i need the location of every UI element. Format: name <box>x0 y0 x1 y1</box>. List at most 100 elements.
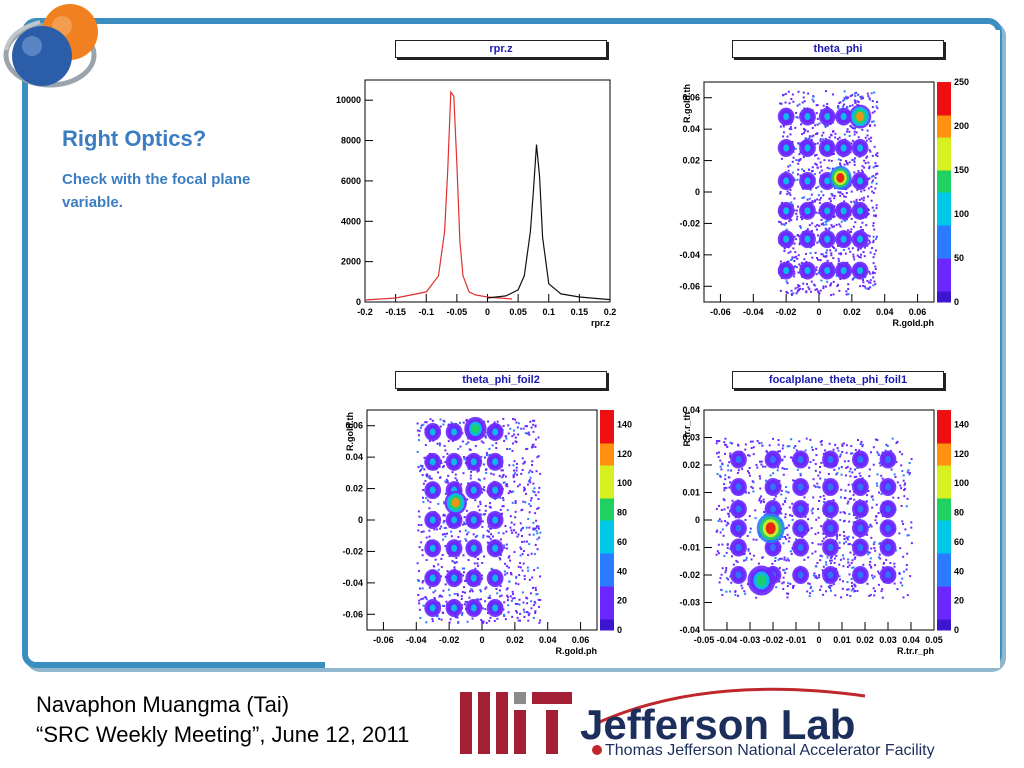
heat-cell <box>884 449 887 452</box>
heat-cell <box>878 491 881 494</box>
heat-blob <box>824 266 831 275</box>
heat-cell <box>513 529 516 532</box>
heat-cell <box>514 510 517 513</box>
heat-cell <box>871 100 874 103</box>
heat-cell <box>865 156 868 159</box>
heat-cell <box>850 577 853 580</box>
heat-cell <box>840 473 843 476</box>
heat-cell <box>460 598 463 601</box>
heat-cell <box>515 609 518 612</box>
heat-cell <box>866 279 869 282</box>
heat-cell <box>817 157 820 160</box>
heat-cell <box>519 522 522 525</box>
heat-cell <box>819 466 822 469</box>
heat-blob <box>804 112 811 121</box>
heat-cell <box>896 440 899 443</box>
palette-cell <box>937 421 951 433</box>
heat-cell <box>871 506 874 509</box>
heat-cell <box>787 540 790 543</box>
heat-cell <box>498 589 501 592</box>
heat-cell <box>904 528 907 531</box>
heat-cell <box>866 134 869 137</box>
heat-cell <box>760 442 763 445</box>
heat-cell <box>530 497 533 500</box>
heat-cell <box>860 97 863 100</box>
heat-cell <box>715 530 718 533</box>
heat-cell <box>803 258 806 261</box>
heat-cell <box>825 563 828 566</box>
heat-cell <box>849 94 852 97</box>
heat-cell <box>802 282 805 285</box>
heat-cell <box>446 480 449 483</box>
heat-cell <box>783 250 786 253</box>
heat-cell <box>480 574 483 577</box>
heat-cell <box>779 125 782 128</box>
jlab-tagline: Thomas Jefferson National Accelerator Fa… <box>605 742 935 759</box>
heat-cell <box>507 611 510 614</box>
heat-cell <box>819 559 822 562</box>
heat-cell <box>822 194 825 197</box>
heat-cell <box>831 167 834 170</box>
heat-cell <box>812 95 815 98</box>
heat-cell <box>418 515 421 518</box>
heat-cell <box>533 553 536 556</box>
heat-cell <box>481 525 484 528</box>
heat-cell <box>479 500 482 503</box>
y-tick-label: 4000 <box>341 216 361 226</box>
heat-cell <box>841 444 844 447</box>
heat-cell <box>515 575 518 578</box>
heat-cell <box>816 485 819 488</box>
heat-cell <box>835 274 838 277</box>
heat-cell <box>868 239 871 242</box>
heat-cell <box>777 466 780 469</box>
heat-cell <box>866 129 869 132</box>
heat-cell <box>792 247 795 250</box>
heat-cell <box>856 467 859 470</box>
heat-cell <box>854 101 857 104</box>
heat-cell <box>729 452 732 455</box>
heat-cell <box>517 565 520 568</box>
heat-cell <box>418 599 421 602</box>
heat-cell <box>780 201 783 204</box>
heat-cell <box>539 575 542 578</box>
heat-cell <box>822 224 825 227</box>
heat-cell <box>872 241 875 244</box>
heat-cell <box>868 235 871 238</box>
heat-cell <box>814 124 817 127</box>
heat-cell <box>866 533 869 536</box>
heat-cell <box>481 620 484 623</box>
heat-cell <box>531 444 534 447</box>
heat-cell <box>842 249 845 252</box>
heat-cell <box>500 594 503 597</box>
heat-cell <box>715 553 718 556</box>
heat-cell <box>417 510 420 513</box>
heat-cell <box>849 475 852 478</box>
heat-cell <box>759 477 762 480</box>
histogram-series <box>364 90 513 301</box>
heat-cell <box>861 221 864 224</box>
heat-cell <box>510 573 513 576</box>
palette-cell <box>600 586 614 598</box>
heat-cell <box>792 586 795 589</box>
heat-cell <box>778 580 781 583</box>
heat-cell <box>852 587 855 590</box>
heat-cell <box>517 422 520 425</box>
heat-cell <box>508 555 511 558</box>
heat-cell <box>507 432 510 435</box>
heat-blob <box>492 574 499 582</box>
heat-cell <box>873 145 876 148</box>
heat-cell <box>463 603 466 606</box>
heat-cell <box>440 525 443 528</box>
heat-cell <box>842 565 845 568</box>
heat-cell <box>861 165 864 168</box>
heat-cell <box>750 447 753 450</box>
heat-cell <box>814 251 817 254</box>
heat-cell <box>469 449 472 452</box>
heat-cell <box>481 561 484 564</box>
heat-cell <box>512 464 515 467</box>
heat-blob <box>824 235 831 243</box>
heat-cell <box>828 227 831 230</box>
heat-cell <box>867 242 870 245</box>
heat-cell <box>489 502 492 505</box>
heat-cell <box>443 532 446 535</box>
